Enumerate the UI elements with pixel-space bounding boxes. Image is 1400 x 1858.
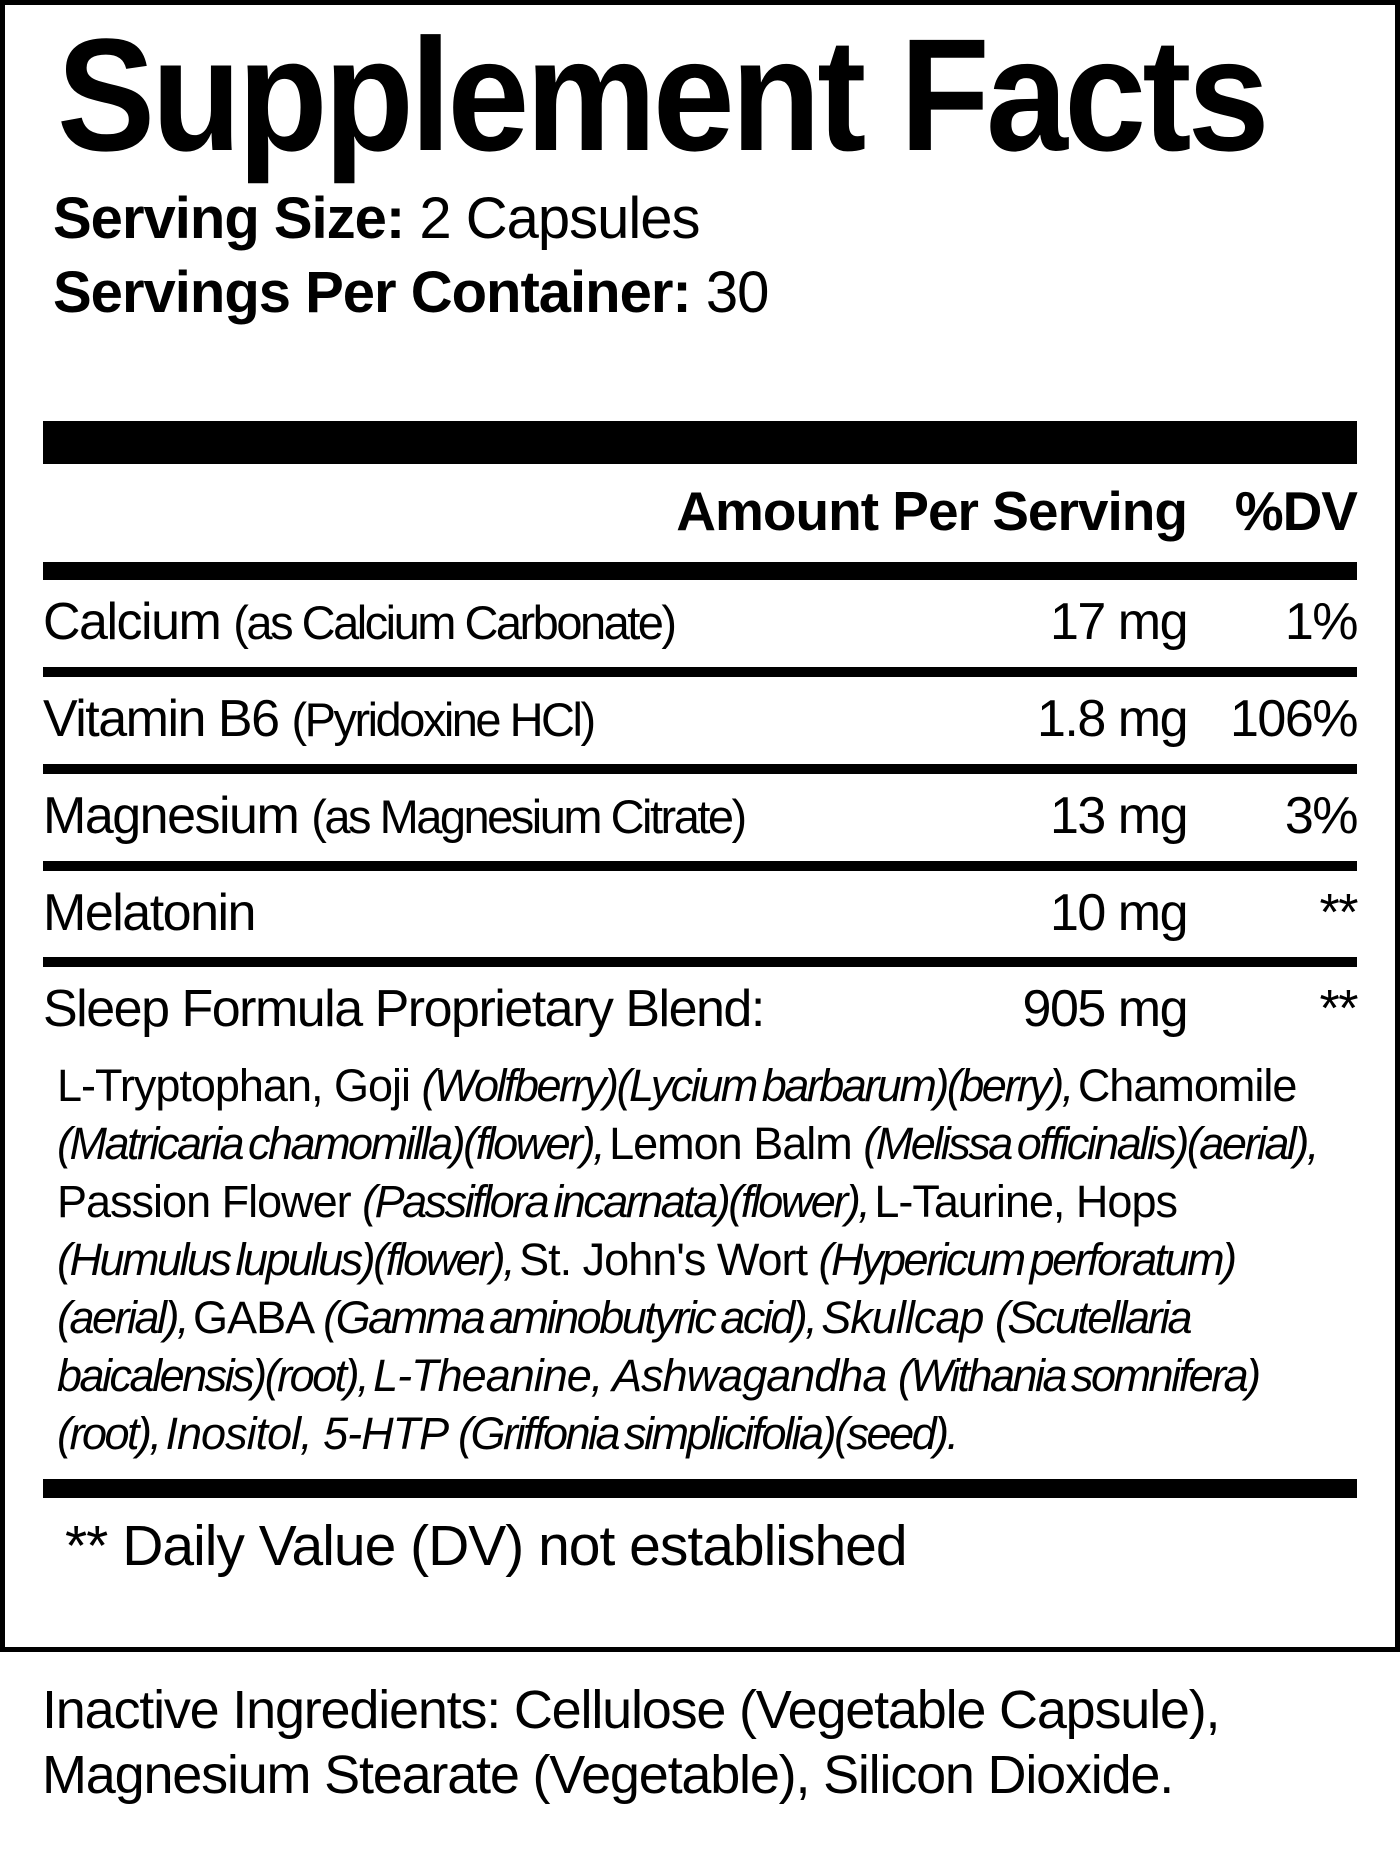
nutrient-dv: 3%: [1284, 787, 1359, 845]
nutrient-amount: 1.8 mg: [1037, 690, 1188, 748]
nutrient-name-cell: Melatonin: [43, 883, 977, 943]
table-column-headers: Amount Per Serving %DV: [43, 464, 1358, 562]
nutrient-source-detail: (Pyridoxine HCl): [291, 693, 596, 746]
serving-size-line: Serving Size: 2 Capsules: [53, 187, 1357, 251]
blend-segment-latin: (Hypericum perforatum)(aerial),: [57, 1234, 1237, 1343]
proprietary-blend-ingredients: L-Tryptophan, Goji (Wolfberry)(Lycium ba…: [57, 1057, 1351, 1463]
footnote-divider-bar: [43, 1479, 1357, 1498]
inactive-ingredients: Inactive Ingredients: Cellulose (Vegetab…: [42, 1680, 1221, 1805]
servings-per-container-label: Servings Per Container:: [53, 260, 692, 325]
percent-dv-header: %DV: [1234, 480, 1358, 542]
servings-per-container-value: 30: [705, 260, 770, 325]
blend-segment-latin: (Gamma aminobutyric acid),: [323, 1292, 822, 1343]
nutrient-amount: 10 mg: [1049, 884, 1189, 942]
blend-segment-latin: (Passiflora incarnata)(flower),: [362, 1176, 875, 1227]
blend-segment: L-Tryptophan, Goji: [57, 1060, 422, 1111]
nutrient-source-detail: (as Magnesium Citrate): [311, 790, 747, 843]
nutrient-source-detail: (as Calcium Carbonate): [233, 596, 677, 649]
table-row-calcium: Calcium (as Calcium Carbonate) 17 mg 1%: [43, 580, 1359, 667]
blend-segment-latin: (Griffonia simplicifolia)(seed).: [457, 1408, 959, 1459]
blend-segment-latin: (Melissa officinalis)(aerial),: [863, 1118, 1319, 1169]
nutrient-name-cell: Calcium (as Calcium Carbonate): [43, 592, 977, 653]
serving-size-label: Serving Size:: [53, 186, 405, 251]
nutrient-dv: 106%: [1230, 690, 1359, 748]
blend-segment: Chamomile: [1077, 1060, 1298, 1111]
nutrient-dv: 1%: [1284, 593, 1359, 651]
table-row-vitamin-b6: Vitamin B6 (Pyridoxine HCl) 1.8 mg 106%: [43, 667, 1359, 764]
blend-segment: Skullcap: [821, 1292, 995, 1343]
header-divider-bar: [43, 421, 1357, 464]
table-row-melatonin: Melatonin 10 mg **: [43, 861, 1359, 957]
blend-segment-latin: (Withania somnifera)(root),: [57, 1350, 1261, 1459]
column-header-divider-bar: [43, 562, 1357, 580]
table-row-sleep-formula-blend: Sleep Formula Proprietary Blend: 905 mg …: [43, 957, 1359, 1053]
blend-segment-latin: (Scutellaria baicalensis)(root),: [57, 1292, 1192, 1401]
blend-segment: Inositol, 5-HTP: [165, 1408, 458, 1459]
blend-segment: Passion Flower: [57, 1176, 363, 1227]
table-row-magnesium: Magnesium (as Magnesium Citrate) 13 mg 3…: [43, 764, 1359, 861]
blend-segment: L-Taurine, Hops: [874, 1176, 1178, 1227]
nutrient-name: Melatonin: [43, 884, 256, 942]
blend-segment-latin: (Wolfberry)(Lycium barbarum)(berry),: [421, 1060, 1078, 1111]
blend-segment: L-Theanine, Ashwagandha: [373, 1350, 898, 1401]
nutrient-amount: 17 mg: [1049, 593, 1189, 651]
nutrient-dv: **: [1319, 980, 1359, 1038]
nutrient-amount: 13 mg: [1049, 787, 1189, 845]
blend-segment-latin: (Humulus lupulus)(flower),: [57, 1234, 520, 1285]
panel-title: Supplement Facts: [57, 5, 1270, 184]
servings-per-container-line: Servings Per Container: 30: [53, 261, 1357, 325]
blend-segment-latin: (Matricaria chamomilla)(flower),: [57, 1118, 610, 1169]
blend-segment: St. John's Wort: [519, 1234, 819, 1285]
amount-per-serving-header: Amount Per Serving: [676, 480, 1188, 542]
nutrient-dv: **: [1319, 884, 1359, 942]
blend-segment: GABA: [193, 1292, 324, 1343]
nutrient-name: Calcium: [43, 593, 222, 651]
supplement-facts-panel: Supplement Facts Serving Size: 2 Capsule…: [0, 0, 1400, 1652]
nutrient-name-cell: Sleep Formula Proprietary Blend:: [43, 979, 977, 1039]
nutrient-name: Sleep Formula Proprietary Blend:: [43, 980, 765, 1038]
serving-info: Serving Size: 2 Capsules Servings Per Co…: [53, 187, 1357, 325]
nutrient-name-cell: Vitamin B6 (Pyridoxine HCl): [43, 689, 977, 750]
blend-segment: Lemon Balm: [609, 1118, 864, 1169]
nutrient-amount: 905 mg: [1022, 980, 1189, 1038]
serving-size-value: 2 Capsules: [419, 186, 700, 251]
nutrient-name: Magnesium: [43, 787, 300, 845]
daily-value-footnote: ** Daily Value (DV) not established: [65, 1514, 908, 1578]
nutrient-table: Calcium (as Calcium Carbonate) 17 mg 1% …: [43, 580, 1359, 1053]
nutrient-name: Vitamin B6: [43, 690, 280, 748]
nutrient-name-cell: Magnesium (as Magnesium Citrate): [43, 786, 977, 847]
